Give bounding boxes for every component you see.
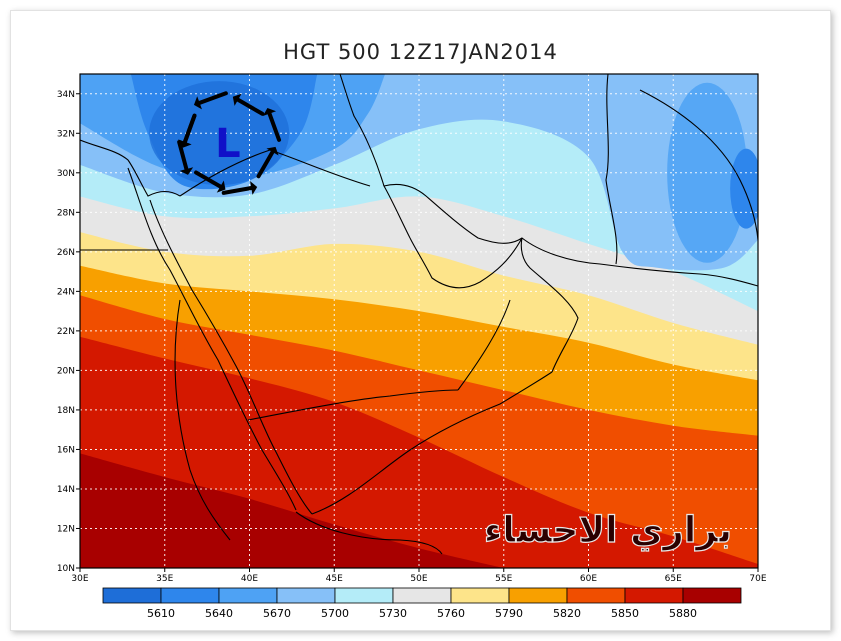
wind-arrow [262, 107, 282, 142]
colorbar-label: 5790 [495, 607, 523, 620]
x-tick-label: 35E [156, 574, 173, 584]
eastern-trough [667, 82, 748, 263]
colorbar-swatch [508, 587, 568, 604]
y-tick-label: 32N [57, 129, 75, 139]
colorbar-swatch [392, 587, 452, 604]
low-pressure-marker: L [215, 121, 241, 167]
y-tick-label: 26N [57, 248, 75, 258]
colorbar-swatch [334, 587, 394, 604]
border-iran-pakistan [605, 74, 618, 265]
colorbar-label: 5670 [263, 607, 291, 620]
oman-coast [520, 237, 579, 373]
gulf-south-coast [409, 237, 523, 289]
colorbar-swatch [102, 587, 162, 604]
colorbar-label: 5640 [205, 607, 233, 620]
y-tick-label: 14N [57, 485, 75, 495]
gulf-north-coast [383, 183, 758, 287]
x-tick-label: 60E [580, 574, 597, 584]
y-tick-label: 20N [57, 366, 75, 376]
colorbar-swatch [218, 587, 278, 604]
colorbar-label: 5850 [611, 607, 639, 620]
colorbar-swatch [450, 587, 510, 604]
eastern-trough-core [730, 148, 758, 229]
x-tick-label: 45E [326, 574, 343, 584]
border-iran-iraq [339, 74, 385, 187]
wind-arrow [232, 93, 265, 116]
colorbar-label: 5730 [379, 607, 407, 620]
border-saudi-uae [457, 299, 511, 391]
wind-arrow [177, 140, 194, 175]
border-saudi-yemen [247, 389, 459, 421]
y-tick-label: 16N [57, 445, 75, 455]
y-tick-label: 30N [57, 169, 75, 179]
horn-of-africa-coast [295, 511, 443, 555]
wind-arrow [178, 113, 197, 148]
colorbar-swatch [624, 587, 684, 604]
border-sudan-ethiopia [174, 299, 231, 541]
watermark-text: براري الاحساء [484, 510, 732, 551]
x-tick-label: 30E [71, 574, 88, 584]
x-tick-label: 70E [749, 574, 766, 584]
colorbar-label: 5820 [553, 607, 581, 620]
south-arabia-coast [311, 371, 553, 515]
y-tick-label: 22N [57, 327, 75, 337]
colorbar-label: 5610 [147, 607, 175, 620]
x-tick-label: 50E [410, 574, 427, 584]
red-sea-east-coast [149, 199, 313, 515]
y-tick-label: 10N [57, 564, 75, 574]
colorbar-swatch [566, 587, 626, 604]
axes: 30E 35E 40E 45E 50E 55E 60E 65E 70E 10N 12N 14N 16N 1… [57, 73, 767, 584]
chart-title: HGT 500 12Z17JAN2014 [283, 40, 558, 64]
y-tick-label: 24N [57, 287, 75, 297]
wind-arrow [256, 146, 279, 179]
colorbar-swatch [160, 587, 220, 604]
colorbar-label: 5880 [669, 607, 697, 620]
y-tick-label: 34N [57, 90, 75, 100]
wind-arrows [177, 91, 282, 195]
y-tick-label: 28N [57, 208, 75, 218]
red-sea-west-coast [127, 167, 297, 511]
y-tick-label: 18N [57, 406, 75, 416]
wind-arrow [221, 181, 258, 195]
wind-arrow [193, 91, 228, 110]
border-afghanistan [639, 89, 758, 241]
wind-arrow [194, 170, 226, 193]
colorbar-swatch [276, 587, 336, 604]
x-tick-label: 55E [495, 574, 512, 584]
colorbar-label: 5760 [437, 607, 465, 620]
coastlines [80, 74, 758, 555]
y-tick-label: 12N [57, 524, 75, 534]
grid-lines [80, 74, 758, 568]
colorbar-label: 5700 [321, 607, 349, 620]
colorbar: 5610 5640 5670 5700 5730 5760 5790 5820 5850 5880 [102, 587, 742, 620]
colorbar-swatch [682, 587, 742, 604]
x-tick-label: 40E [241, 574, 258, 584]
levant-coast [80, 139, 181, 197]
x-tick-label: 65E [665, 574, 682, 584]
